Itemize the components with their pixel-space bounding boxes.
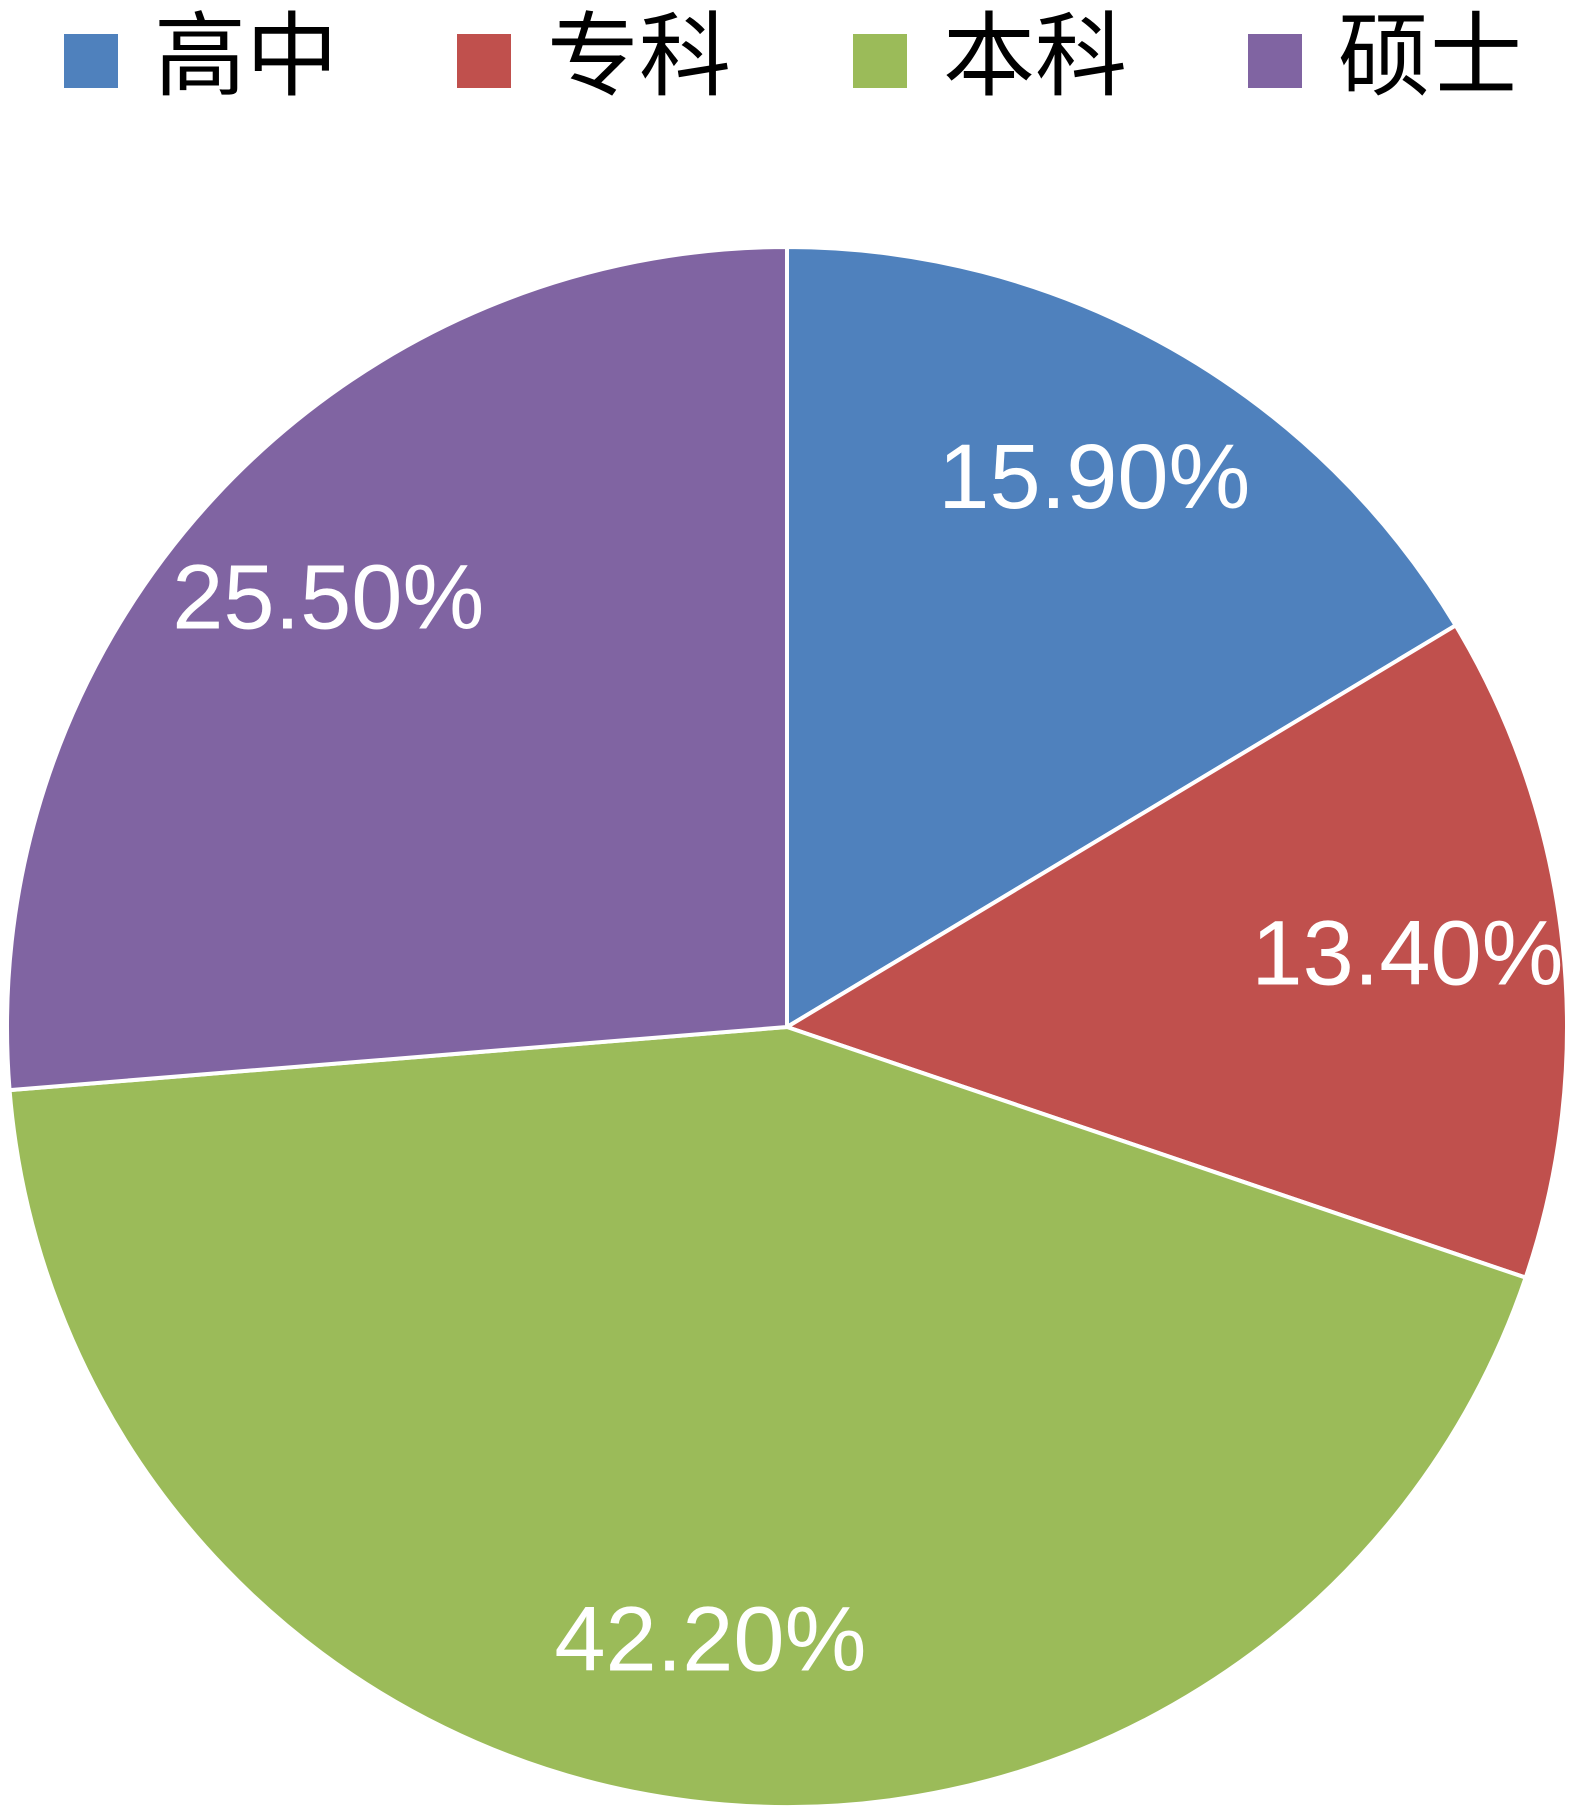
pie-slice bbox=[785, 244, 1459, 1031]
legend-swatch bbox=[1248, 34, 1302, 88]
value-label: 13.40% bbox=[1251, 903, 1563, 1005]
value-label: 42.20% bbox=[554, 1589, 866, 1691]
value-label: 15.90% bbox=[938, 426, 1250, 528]
legend-text: 本科 bbox=[943, 3, 1127, 110]
legend-swatch bbox=[457, 34, 511, 88]
legend-text: 硕士 bbox=[1338, 3, 1522, 110]
legend-swatch bbox=[64, 34, 118, 88]
legend-text: 高中 bbox=[154, 3, 338, 110]
pie-slice bbox=[782, 622, 1569, 1281]
value-label: 25.50% bbox=[172, 546, 484, 648]
legend-text: 专科 bbox=[547, 3, 731, 110]
legend-swatch bbox=[853, 34, 907, 88]
pie-slice bbox=[5, 244, 789, 1093]
pie-slice bbox=[7, 1024, 1529, 1809]
